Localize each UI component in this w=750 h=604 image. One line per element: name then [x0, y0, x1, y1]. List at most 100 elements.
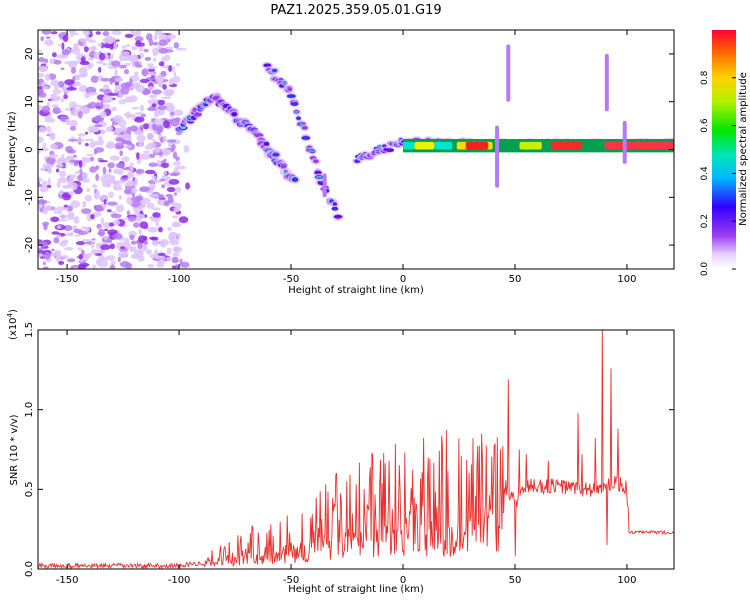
- noise-blob: [148, 162, 158, 167]
- noise-blob: [140, 153, 151, 160]
- vertical-streak: [322, 173, 327, 198]
- noise-blob: [162, 149, 172, 153]
- noise-blob: [38, 126, 46, 133]
- noise-blob: [185, 182, 191, 190]
- noise-blob: [104, 228, 109, 232]
- noise-blob: [98, 228, 105, 237]
- noise-blob: [106, 181, 112, 188]
- noise-blob: [123, 126, 127, 133]
- noise-blob: [148, 85, 154, 90]
- noise-blob: [107, 162, 115, 169]
- noise-blob: [158, 61, 165, 67]
- noise-blob: [65, 145, 74, 153]
- noise-blob: [104, 37, 115, 41]
- noise-blob: [139, 124, 144, 131]
- noise-blob: [173, 70, 177, 76]
- noise-blob: [120, 82, 131, 89]
- noise-blob: [112, 219, 121, 226]
- noise-blob: [54, 85, 59, 90]
- noise-blob: [73, 162, 79, 167]
- noise-blob: [88, 46, 98, 51]
- noise-blob: [116, 162, 125, 169]
- noise-blob: [44, 117, 56, 123]
- noise-blob: [152, 207, 161, 211]
- noise-blob: [120, 87, 130, 95]
- noise-blob: [169, 239, 180, 246]
- noise-blob: [38, 147, 49, 152]
- noise-blob: [118, 99, 126, 105]
- noise-blob: [38, 57, 45, 63]
- noise-blob: [56, 163, 64, 167]
- noise-blob: [124, 62, 131, 66]
- noise-blob: [70, 125, 76, 131]
- noise-blob: [157, 253, 166, 256]
- noise-blob: [60, 97, 64, 103]
- noise-blob: [117, 119, 127, 128]
- noise-blob: [41, 81, 47, 86]
- noise-blob: [91, 184, 98, 189]
- noise-blob: [100, 244, 111, 251]
- noise-blob: [100, 217, 104, 226]
- noise-blob: [41, 180, 48, 189]
- noise-blob: [53, 237, 60, 244]
- track-blob: [301, 126, 308, 130]
- noise-blob: [164, 49, 174, 53]
- noise-blob: [44, 39, 54, 46]
- noise-blob: [142, 244, 148, 252]
- noise-blob: [108, 191, 114, 199]
- noise-blob: [67, 258, 76, 263]
- noise-blob: [61, 154, 65, 159]
- noise-blob: [78, 160, 83, 168]
- noise-blob: [99, 160, 108, 163]
- colorbar-label: Normalized spectral amplitude: [738, 72, 749, 226]
- noise-blob: [114, 142, 125, 150]
- vertical-streak: [622, 120, 627, 164]
- noise-blob: [94, 204, 104, 212]
- noise-blob: [104, 236, 108, 241]
- noise-blob: [129, 234, 135, 240]
- colorbar: 0.0 0.2 0.4 0.6 0.8 Normalized spectral ampl…: [700, 30, 749, 276]
- noise-blob: [67, 211, 75, 219]
- noise-blob: [91, 249, 101, 254]
- noise-blob: [166, 186, 176, 193]
- noise-blob: [106, 201, 118, 206]
- noise-blob: [65, 232, 72, 236]
- spectrogram-ytick-label: -20: [24, 237, 35, 253]
- spectrogram-ytick-label: 10: [24, 95, 35, 108]
- noise-blob: [38, 241, 48, 247]
- track-blob: [313, 159, 319, 164]
- noise-blob: [62, 34, 69, 43]
- noise-blob: [129, 78, 133, 85]
- noise-blob: [117, 169, 124, 176]
- noise-blob: [175, 186, 182, 193]
- noise-blob: [123, 188, 133, 195]
- noise-blob: [70, 48, 75, 54]
- noise-blob: [163, 88, 174, 96]
- track-core: [291, 102, 298, 106]
- noise-blob: [77, 247, 83, 251]
- noise-blob: [111, 213, 122, 218]
- noise-blob: [68, 191, 76, 195]
- noise-blob: [140, 140, 144, 144]
- noise-blob: [92, 264, 97, 269]
- noise-blob: [106, 209, 112, 213]
- noise-blob: [139, 78, 150, 84]
- noise-blob: [96, 260, 102, 265]
- noise-blob: [160, 242, 167, 248]
- noise-blob: [77, 264, 87, 269]
- noise-blob: [64, 79, 75, 86]
- noise-blob: [163, 200, 170, 207]
- noise-blob: [124, 217, 129, 221]
- noise-blob: [105, 143, 116, 149]
- noise-blob: [62, 193, 70, 198]
- noise-blob: [147, 72, 156, 76]
- noise-blob: [133, 131, 145, 135]
- noise-blob: [82, 41, 87, 49]
- noise-blob: [173, 109, 184, 116]
- noise-blob: [52, 52, 57, 58]
- track-core: [354, 160, 360, 163]
- noise-blob: [175, 264, 179, 269]
- noise-blob: [72, 47, 81, 55]
